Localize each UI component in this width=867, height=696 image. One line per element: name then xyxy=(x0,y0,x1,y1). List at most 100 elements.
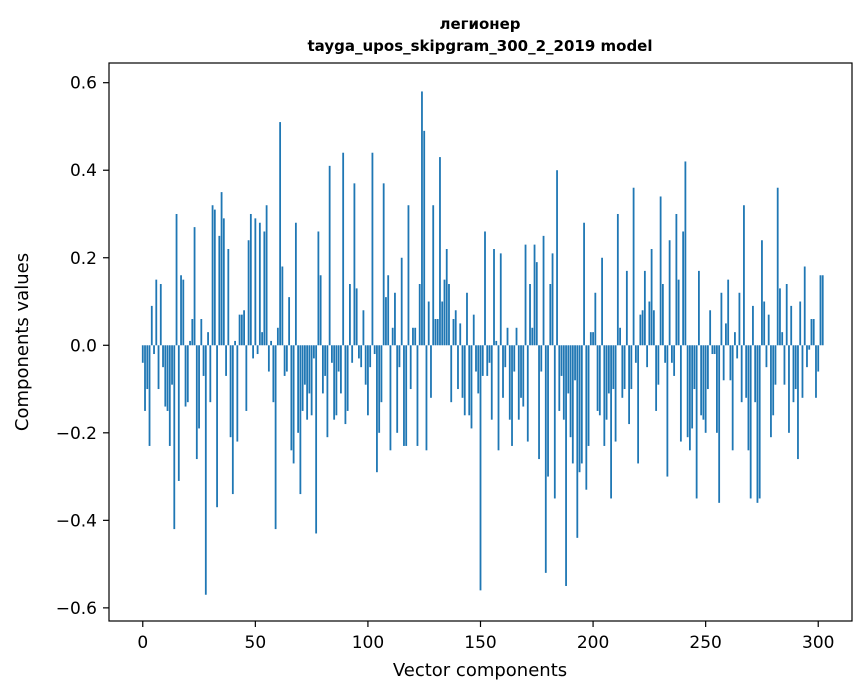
bar xyxy=(238,314,241,346)
bar xyxy=(594,292,597,346)
bar xyxy=(405,345,408,446)
bar xyxy=(387,275,390,346)
bar xyxy=(524,244,527,346)
bar xyxy=(308,345,311,394)
bar xyxy=(677,279,680,346)
bar xyxy=(342,152,345,346)
x-tick-label: 200 xyxy=(577,633,609,653)
bar xyxy=(693,345,696,390)
bar xyxy=(522,345,525,407)
bar xyxy=(628,345,630,425)
bar xyxy=(333,345,336,420)
bar xyxy=(531,327,534,346)
bar xyxy=(783,345,786,385)
bar xyxy=(459,323,462,346)
bar xyxy=(682,231,685,346)
bar xyxy=(441,301,444,346)
bar xyxy=(574,345,576,381)
bar xyxy=(283,345,286,376)
bar xyxy=(547,345,549,477)
bar xyxy=(448,284,450,346)
bar xyxy=(272,345,275,403)
bar xyxy=(740,345,743,403)
bar xyxy=(770,345,772,438)
bar xyxy=(403,345,405,446)
bar xyxy=(144,345,146,411)
y-tick-label: 0.0 xyxy=(70,336,97,356)
bar xyxy=(380,345,383,403)
bar xyxy=(220,192,223,346)
bar xyxy=(204,345,207,595)
bar xyxy=(382,183,385,346)
bar xyxy=(592,332,594,346)
bar xyxy=(612,345,615,390)
bar xyxy=(340,345,342,394)
bar xyxy=(580,345,583,464)
bar xyxy=(270,340,273,346)
bar xyxy=(738,292,741,346)
bar xyxy=(727,279,730,346)
bar xyxy=(781,332,784,346)
bar xyxy=(747,345,750,451)
bar xyxy=(529,284,531,346)
bar xyxy=(621,345,624,398)
bar xyxy=(538,345,540,460)
bar xyxy=(177,345,180,481)
chart-subtitle: tayga_upos_skipgram_300_2_2019 model xyxy=(308,37,653,55)
bar xyxy=(720,292,723,346)
bar xyxy=(695,345,698,499)
y-tick-label: −0.2 xyxy=(56,424,97,444)
bar xyxy=(362,310,365,346)
bar xyxy=(337,345,340,372)
bar xyxy=(646,345,649,368)
bar xyxy=(202,345,205,376)
bar xyxy=(335,345,338,416)
bar xyxy=(704,345,707,433)
bar xyxy=(157,345,160,390)
bar xyxy=(344,345,347,425)
bar xyxy=(553,345,556,499)
bar xyxy=(806,345,808,368)
bar xyxy=(535,262,538,346)
bar xyxy=(790,305,793,346)
bar xyxy=(691,345,694,429)
bar xyxy=(418,284,421,346)
bar xyxy=(684,161,687,346)
bar xyxy=(817,345,820,372)
bar xyxy=(776,187,779,346)
bar xyxy=(346,345,349,411)
bar xyxy=(218,235,221,346)
bar xyxy=(623,345,626,390)
bar xyxy=(702,345,705,420)
bar xyxy=(229,345,232,438)
bar xyxy=(731,345,734,451)
bar xyxy=(182,279,185,346)
bar xyxy=(252,345,254,359)
bar xyxy=(162,345,164,368)
bar xyxy=(596,345,599,411)
bar xyxy=(639,314,642,346)
bar xyxy=(652,310,655,346)
bar xyxy=(634,345,637,363)
bar xyxy=(443,279,446,346)
bar xyxy=(544,345,547,573)
bar xyxy=(578,345,581,473)
x-tick-label: 150 xyxy=(464,633,496,653)
bar xyxy=(294,222,297,346)
bars xyxy=(141,91,824,595)
bar xyxy=(650,249,653,346)
bar xyxy=(659,196,662,346)
bar xyxy=(312,345,315,359)
bar xyxy=(607,345,610,394)
bar xyxy=(801,345,804,398)
bar xyxy=(358,345,360,359)
bar xyxy=(603,345,606,446)
bar xyxy=(670,345,673,363)
bar xyxy=(657,345,660,385)
bar xyxy=(227,249,230,346)
y-tick-label: 0.6 xyxy=(70,74,97,94)
bar xyxy=(159,284,162,346)
bar xyxy=(616,213,619,346)
bar xyxy=(490,345,493,420)
bar xyxy=(200,319,203,346)
